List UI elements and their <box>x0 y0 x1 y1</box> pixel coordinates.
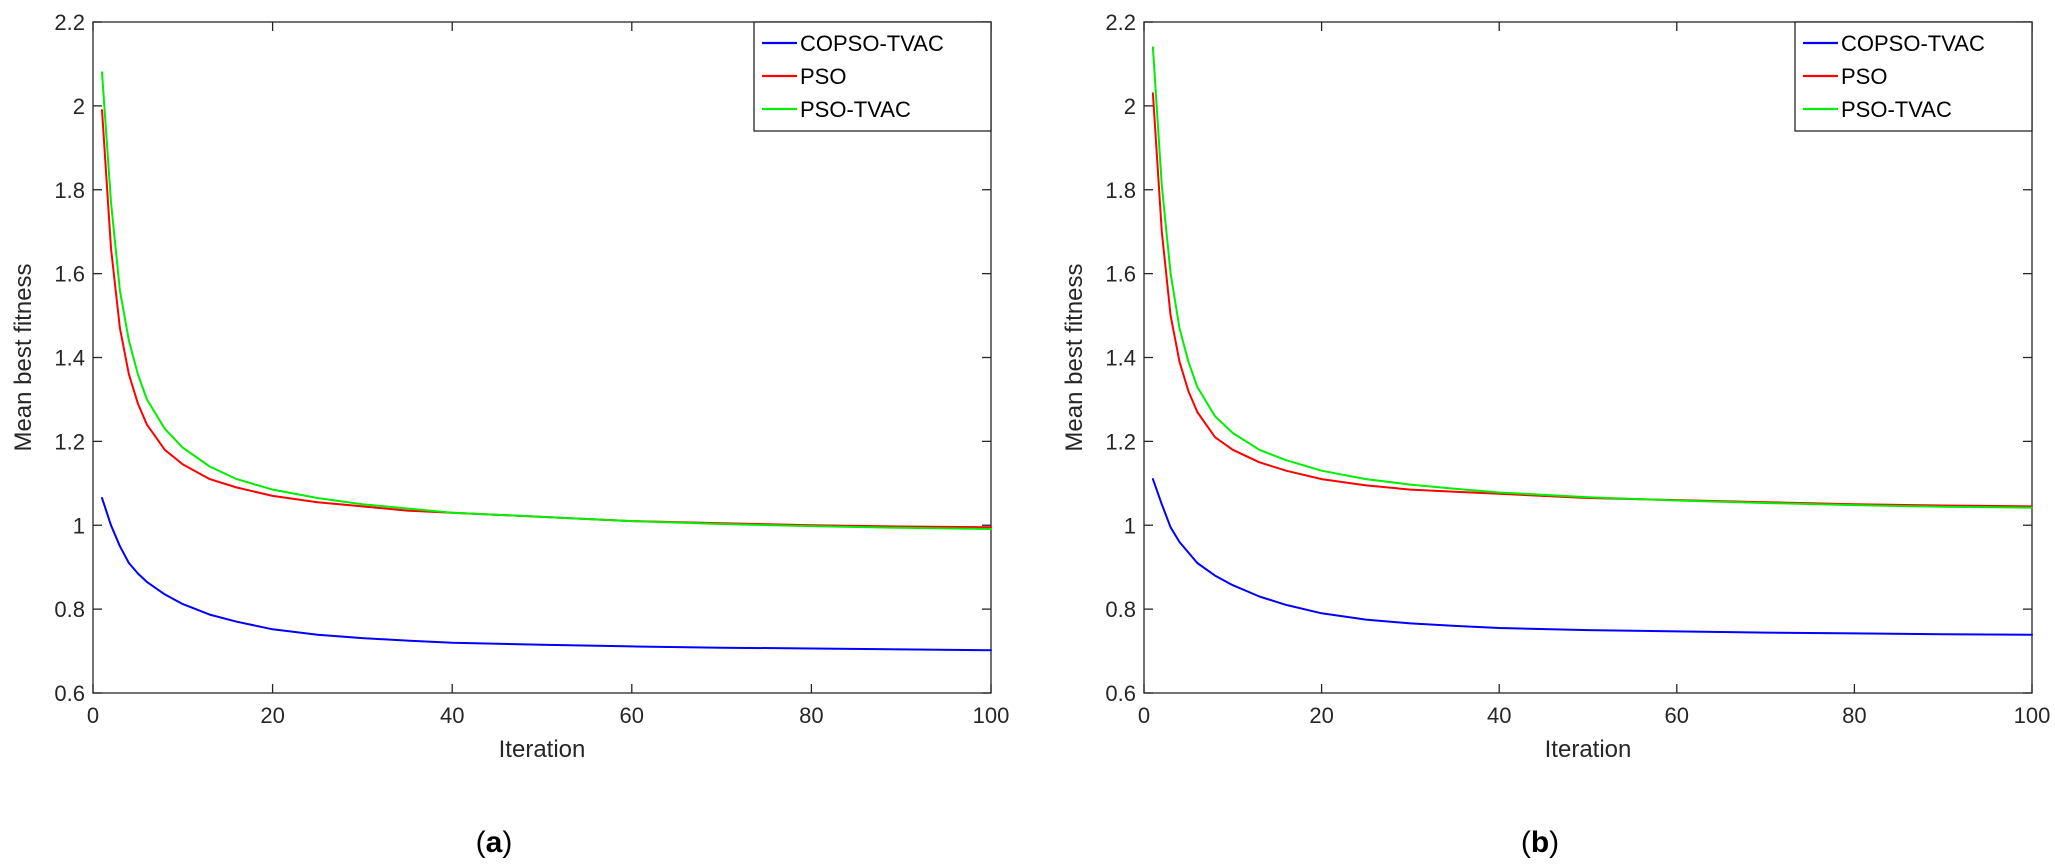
x-tick-label: 40 <box>1487 703 1511 728</box>
series-line-copso-tvac <box>101 497 992 652</box>
y-tick-label: 0.8 <box>54 597 85 622</box>
legend-label: PSO <box>800 64 846 89</box>
legend-label: PSO-TVAC <box>1841 97 1952 122</box>
series-group <box>1151 46 2033 636</box>
panel-caption: (b) <box>1521 826 1559 859</box>
panel-caption: (a) <box>476 826 513 859</box>
legend-label: PSO <box>1841 64 1887 89</box>
y-tick-label: 1.2 <box>54 429 85 454</box>
x-tick-label: 60 <box>620 703 644 728</box>
chart-a: 0 20 40 60 80 100 0.6 0.8 1 1.2 1.4 1.6 1.8 2 2.2 Itera… <box>10 10 1009 859</box>
series-line-pso-tvac <box>1151 46 2033 509</box>
plot-area <box>92 21 992 694</box>
y-tick-label: 1.6 <box>54 262 85 287</box>
y-tick-label: 1.4 <box>54 346 85 371</box>
y-tick-label: 1.6 <box>1105 262 1136 287</box>
x-tick-label: 80 <box>799 703 823 728</box>
series-line-pso-tvac <box>101 71 992 530</box>
x-axis-label: Iteration <box>1545 736 1632 763</box>
y-tick-label: 2.2 <box>54 10 85 35</box>
series-line-copso-tvac <box>1151 478 2033 636</box>
y-axis-label: Mean best fitness <box>10 263 37 451</box>
y-tick-label: 2.2 <box>1105 10 1136 35</box>
y-tick-label: 1 <box>1124 513 1136 538</box>
x-tick-label: 100 <box>2014 703 2051 728</box>
x-tick-label: 20 <box>1309 703 1333 728</box>
y-tick-label: 1.8 <box>1105 178 1136 203</box>
x-axis-label: Iteration <box>499 736 586 763</box>
legend: COPSO-TVAC PSO PSO-TVAC <box>1794 21 2033 132</box>
y-tick-label: 1.8 <box>54 178 85 203</box>
chart-b: 0 20 40 60 80 100 0.6 0.8 1 1.2 1.4 1.6 1.8 2 2.2 Itera… <box>1061 10 2050 859</box>
x-tick-label: 100 <box>973 703 1010 728</box>
x-tick-label: 20 <box>260 703 284 728</box>
x-tick-label: 80 <box>1842 703 1866 728</box>
x-tick-label: 0 <box>1138 703 1150 728</box>
x-tick-label: 0 <box>87 703 99 728</box>
y-tick-label: 0.6 <box>54 681 85 706</box>
y-tick-label: 1 <box>73 513 85 538</box>
y-tick-label: 2 <box>1124 94 1136 119</box>
legend-label: PSO-TVAC <box>800 97 911 122</box>
legend: COPSO-TVAC PSO PSO-TVAC <box>753 21 992 132</box>
y-tick-label: 1.2 <box>1105 429 1136 454</box>
x-tick-label: 40 <box>440 703 464 728</box>
y-tick-label: 2 <box>73 94 85 119</box>
plot-area <box>1143 21 2033 694</box>
series-group <box>101 71 992 652</box>
y-tick-label: 1.4 <box>1105 346 1136 371</box>
legend-label: COPSO-TVAC <box>1841 31 1985 56</box>
y-tick-label: 0.6 <box>1105 681 1136 706</box>
y-tick-label: 0.8 <box>1105 597 1136 622</box>
x-tick-label: 60 <box>1665 703 1689 728</box>
y-axis-label: Mean best fitness <box>1061 263 1088 451</box>
legend-label: COPSO-TVAC <box>800 31 944 56</box>
